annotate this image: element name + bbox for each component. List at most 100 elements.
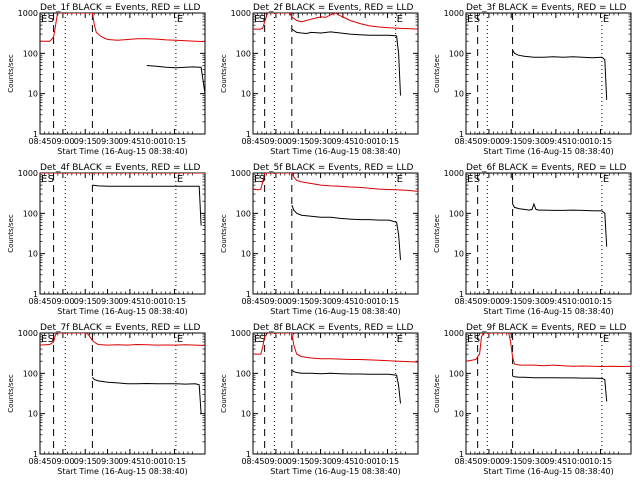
y-tick-label: 10 [454, 90, 464, 99]
panel-title: Det_5f BLACK = Events, RED = LLD [253, 163, 413, 173]
y-tick-label: 1000 [18, 169, 38, 178]
y-axis-label: Counts/sec [220, 54, 228, 93]
x-tick-label: 09:45 [331, 137, 354, 146]
events-series-line [146, 65, 205, 94]
x-tick-label: 09:15 [287, 297, 310, 306]
y-tick-label: 1000 [231, 169, 251, 178]
x-tick-label: 09:30 [522, 297, 545, 306]
y-tick-label: 10 [454, 410, 464, 419]
plot-frame [465, 12, 632, 135]
detector-panel: Det_4f BLACK = Events, RED = LLD 1 10 100 10… [7, 163, 206, 316]
event-marker-label: E [254, 174, 260, 185]
panel-title: Det_7f BLACK = Events, RED = LLD [40, 323, 200, 333]
plot-frame [465, 332, 632, 455]
y-tick-label: 1 [33, 450, 38, 459]
y-axis-label: Counts/sec [7, 54, 15, 93]
event-marker-label: E [603, 174, 609, 185]
x-tick-label: 09:00 [264, 137, 287, 146]
lld-series-line [253, 173, 418, 192]
panel-title: Det_4f BLACK = Events, RED = LLD [40, 163, 200, 173]
y-tick-label: 1000 [444, 329, 464, 338]
event-marker-label: E [603, 14, 609, 25]
plot-frame [465, 172, 632, 295]
y-tick-label: 100 [449, 49, 464, 58]
x-tick-label: 09:45 [544, 137, 567, 146]
x-axis-label: Start Time (16-Aug-15 08:38:40) [270, 307, 401, 316]
detector-panel: Det_8f BLACK = Events, RED = LLD 1 10 100 10… [220, 323, 419, 476]
panel-title: Det_6f BLACK = Events, RED = LLD [466, 163, 626, 173]
event-marker-label: E [467, 174, 473, 185]
y-tick-label: 1 [246, 130, 251, 139]
x-tick-label: 08:45 [241, 457, 264, 466]
event-marker-label: E [177, 14, 183, 25]
x-tick-label: 08:45 [241, 297, 264, 306]
y-tick-label: 100 [236, 209, 251, 218]
series-group [253, 333, 418, 404]
panel-title: Det_9f BLACK = Events, RED = LLD [466, 323, 626, 333]
x-tick-label: 09:15 [74, 457, 97, 466]
event-marker-label: E [254, 334, 260, 345]
event-marker-label: E [397, 14, 403, 25]
y-tick-label: 1000 [18, 329, 38, 338]
y-tick-label: 1 [246, 450, 251, 459]
lld-series-line [40, 333, 205, 346]
event-marker-label: E [467, 14, 473, 25]
y-tick-label: 100 [449, 369, 464, 378]
y-tick-label: 1000 [444, 169, 464, 178]
x-axis-label: Start Time (16-Aug-15 08:38:40) [57, 307, 188, 316]
x-tick-label: 09:30 [96, 457, 119, 466]
x-tick-label: 09:30 [309, 297, 332, 306]
event-marker-label: E [397, 334, 403, 345]
y-tick-label: 100 [236, 369, 251, 378]
x-tick-label: 09:15 [74, 297, 97, 306]
x-tick-label: 09:00 [477, 297, 500, 306]
x-tick-label: 09:15 [500, 137, 523, 146]
plot-frame [252, 12, 419, 135]
panel-title: Det_1f BLACK = Events, RED = LLD [40, 3, 200, 13]
series-group [512, 202, 608, 247]
x-tick-label: 10:15 [163, 457, 186, 466]
x-tick-label: 08:45 [28, 457, 51, 466]
y-tick-label: 1 [459, 130, 464, 139]
x-tick-label: 09:30 [522, 457, 545, 466]
y-tick-label: 10 [241, 90, 251, 99]
panel-title: Det_2f BLACK = Events, RED = LLD [253, 3, 413, 13]
y-tick-label: 10 [28, 90, 38, 99]
detector-panel: Det_7f BLACK = Events, RED = LLD 1 10 100 10… [7, 323, 206, 476]
x-tick-label: 10:00 [567, 137, 590, 146]
x-tick-label: 09:00 [51, 457, 74, 466]
x-tick-label: 09:45 [544, 457, 567, 466]
series-group [253, 13, 418, 96]
x-tick-label: 10:15 [163, 297, 186, 306]
event-marker-label: S [48, 14, 54, 25]
event-marker-label: E [254, 14, 260, 25]
detector-panel: Det_2f BLACK = Events, RED = LLD 1 10 100 10… [220, 3, 419, 156]
x-tick-label: 10:00 [141, 297, 164, 306]
x-tick-label: 10:00 [141, 457, 164, 466]
x-tick-label: 08:45 [28, 137, 51, 146]
x-axis-label: Start Time (16-Aug-15 08:38:40) [57, 147, 188, 156]
y-tick-label: 1000 [444, 9, 464, 18]
event-marker-label: E [467, 334, 473, 345]
events-series-line [291, 204, 401, 260]
x-tick-label: 09:15 [500, 297, 523, 306]
x-tick-label: 10:00 [567, 457, 590, 466]
x-axis-label: Start Time (16-Aug-15 08:38:40) [483, 147, 614, 156]
x-tick-label: 08:45 [454, 137, 477, 146]
y-tick-label: 1000 [231, 9, 251, 18]
y-tick-label: 1 [33, 290, 38, 299]
panel-title: Det_8f BLACK = Events, RED = LLD [253, 323, 413, 333]
events-series-line [291, 28, 401, 96]
events-series-line [92, 376, 202, 414]
series-group [40, 173, 205, 226]
lld-series-line [466, 333, 631, 368]
y-tick-label: 100 [23, 209, 38, 218]
event-marker-label: S [48, 334, 54, 345]
lld-series-line [253, 13, 418, 30]
event-marker-label: E [397, 174, 403, 185]
lld-series-line [253, 333, 418, 363]
x-tick-label: 10:15 [376, 137, 399, 146]
x-tick-label: 10:15 [376, 457, 399, 466]
x-tick-label: 09:15 [500, 457, 523, 466]
event-marker-label: E [41, 14, 47, 25]
